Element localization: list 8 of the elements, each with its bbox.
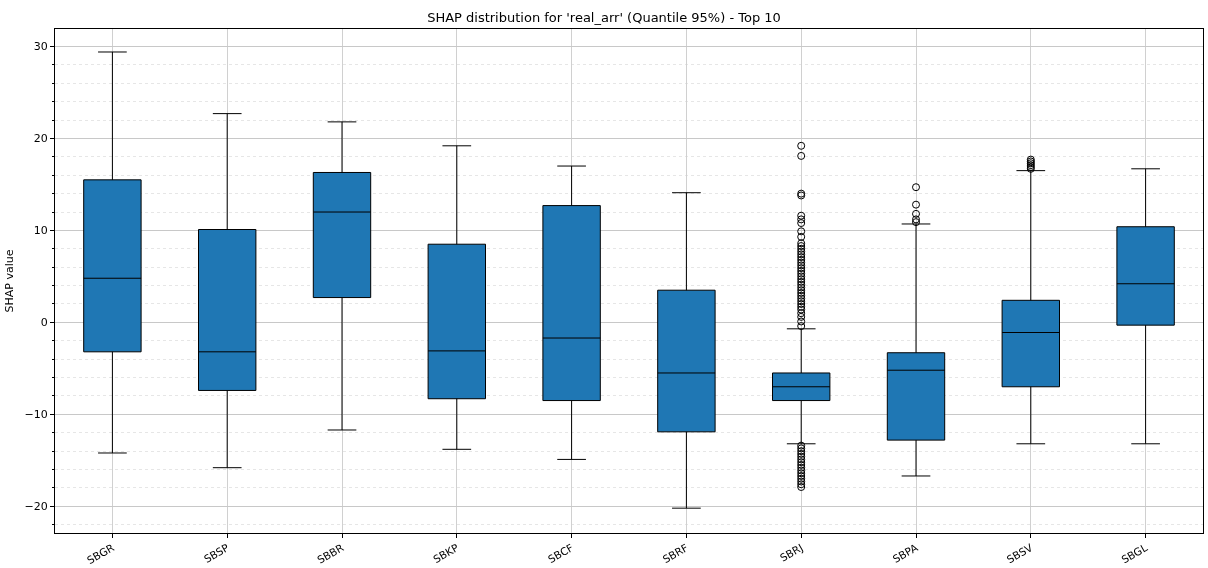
y-tick-label: 10 [33,224,48,238]
y-tick-label: 20 [33,132,48,146]
chart-title: SHAP distribution for 'real_arr' (Quantile 95%) - Top 10 [427,9,781,25]
y-tick-label: −10 [24,408,48,422]
y-tick-label: 0 [40,316,48,330]
y-tick-label: 30 [33,40,48,54]
y-tick-label: −20 [24,500,48,514]
y-axis-title: SHAP value [3,249,17,313]
